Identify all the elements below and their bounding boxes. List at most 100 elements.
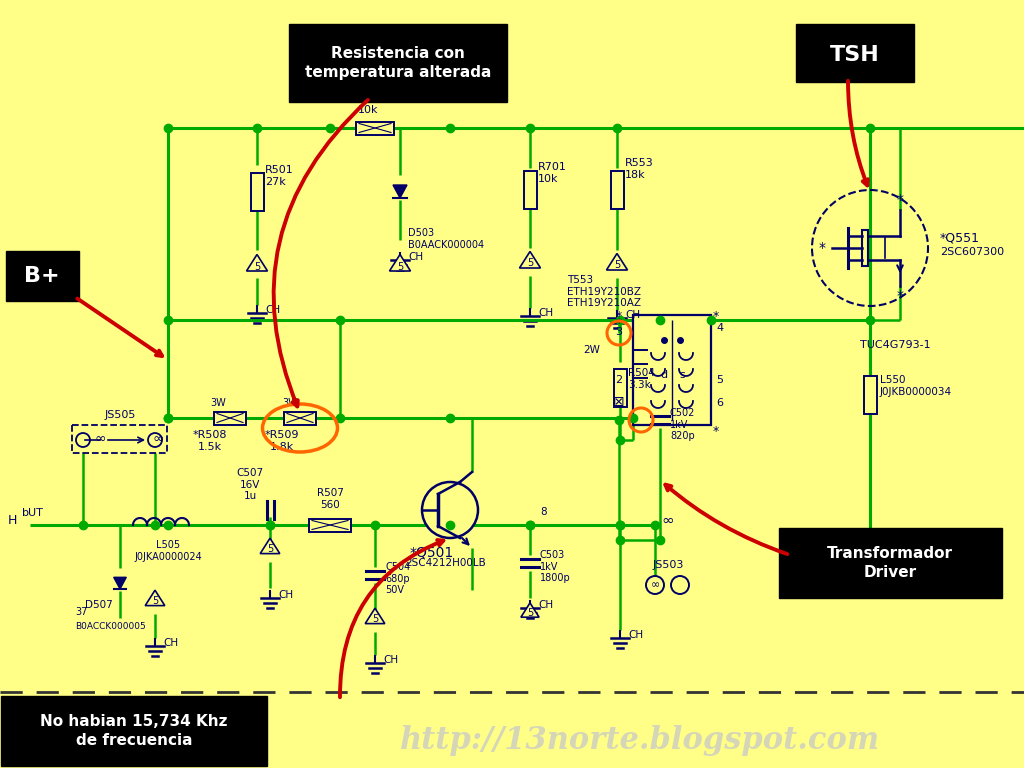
Text: JS505: JS505: [104, 410, 136, 420]
Text: 37: 37: [75, 607, 87, 617]
Text: 3: 3: [615, 327, 623, 337]
Text: *: *: [896, 193, 903, 207]
Text: 2: 2: [615, 375, 623, 385]
Circle shape: [671, 576, 689, 594]
Text: R553
18k: R553 18k: [625, 158, 653, 180]
Text: TUC4G793-1: TUC4G793-1: [860, 340, 931, 350]
Text: C507
16V
1u: C507 16V 1u: [237, 468, 263, 502]
Text: ∞: ∞: [94, 432, 105, 446]
Text: T553
ETH19Y210BZ
ETH19Y210AZ: T553 ETH19Y210BZ ETH19Y210AZ: [567, 275, 641, 308]
Text: CH: CH: [538, 308, 553, 318]
FancyBboxPatch shape: [289, 24, 507, 102]
Text: L550
J0JKB0000034: L550 J0JKB0000034: [880, 375, 952, 396]
Polygon shape: [247, 254, 267, 271]
Text: 5: 5: [527, 608, 534, 618]
Bar: [523, 171, 537, 209]
Text: *: *: [818, 241, 825, 255]
Bar: [251, 173, 263, 211]
Text: CH: CH: [265, 305, 281, 315]
Bar: [633, 315, 711, 425]
Circle shape: [148, 433, 162, 447]
Text: 5: 5: [527, 259, 534, 269]
Text: Transformador
Driver: Transformador Driver: [827, 545, 953, 581]
Text: TSH: TSH: [830, 45, 880, 65]
Text: 5: 5: [397, 261, 403, 272]
FancyBboxPatch shape: [6, 251, 79, 301]
Text: http://13norte.blogspot.com: http://13norte.blogspot.com: [400, 724, 880, 756]
Bar: [613, 369, 627, 407]
Bar: [356, 121, 394, 134]
Text: CH: CH: [538, 600, 553, 610]
Text: *: *: [713, 310, 719, 323]
Text: H: H: [8, 514, 17, 527]
Text: 2SC4212H00LB: 2SC4212H00LB: [406, 558, 485, 568]
Circle shape: [76, 433, 90, 447]
Text: CH: CH: [278, 590, 293, 600]
Text: d: d: [660, 370, 668, 380]
Text: 4: 4: [716, 323, 723, 333]
Text: UT: UT: [28, 508, 43, 518]
Text: b: b: [22, 508, 29, 518]
Text: CH: CH: [628, 630, 643, 640]
Text: B+: B+: [25, 266, 59, 286]
Text: ∞: ∞: [650, 580, 659, 590]
Polygon shape: [114, 578, 126, 589]
Text: 2SC607300: 2SC607300: [940, 247, 1005, 257]
Bar: [863, 376, 877, 414]
Text: Resistencia con
temperatura alterada: Resistencia con temperatura alterada: [305, 45, 492, 81]
Text: C502
1kV
820p: C502 1kV 820p: [670, 408, 695, 441]
Text: C504
680p
50V: C504 680p 50V: [385, 562, 411, 595]
Bar: [862, 230, 868, 266]
Polygon shape: [606, 253, 628, 270]
Text: *: *: [896, 289, 903, 303]
Text: D507: D507: [85, 600, 113, 610]
Polygon shape: [393, 185, 407, 198]
Text: *: *: [713, 425, 719, 438]
Text: 5: 5: [254, 261, 260, 272]
Text: s: s: [679, 370, 685, 380]
Text: *: *: [615, 310, 623, 323]
Text: CH: CH: [625, 310, 640, 320]
Text: 2W: 2W: [583, 345, 600, 355]
Text: JS503: JS503: [652, 560, 684, 570]
Text: D503
B0AACK000004: D503 B0AACK000004: [408, 228, 484, 250]
Text: *: *: [615, 317, 623, 330]
Text: 5: 5: [372, 614, 378, 624]
Text: 3W: 3W: [210, 398, 226, 408]
Text: R504
3.3k: R504 3.3k: [628, 368, 655, 389]
Text: CH: CH: [408, 252, 423, 262]
Bar: [72, 425, 167, 453]
Text: 5: 5: [152, 597, 158, 607]
FancyBboxPatch shape: [1, 696, 267, 766]
FancyBboxPatch shape: [779, 528, 1002, 598]
Text: R507
560: R507 560: [316, 488, 343, 510]
Text: 6: 6: [716, 398, 723, 408]
Circle shape: [422, 482, 478, 538]
FancyBboxPatch shape: [796, 24, 914, 82]
Text: C503
1kV
1800p: C503 1kV 1800p: [540, 550, 570, 583]
Text: 5: 5: [267, 545, 273, 554]
Text: CH: CH: [163, 638, 178, 648]
Bar: [610, 171, 624, 209]
Polygon shape: [145, 590, 165, 606]
Text: R501
27k: R501 27k: [265, 165, 294, 187]
Text: B0ACCK000005: B0ACCK000005: [75, 622, 145, 631]
Text: 8: 8: [540, 507, 547, 517]
Circle shape: [646, 576, 664, 594]
Text: CH: CH: [383, 655, 398, 665]
Polygon shape: [260, 538, 280, 554]
Text: No habian 15,734 Khz
de frecuencia: No habian 15,734 Khz de frecuencia: [40, 713, 227, 748]
Text: ∞: ∞: [153, 432, 164, 446]
Text: *Q551: *Q551: [940, 231, 980, 244]
Text: 5: 5: [613, 260, 621, 270]
Bar: [284, 412, 316, 425]
Polygon shape: [389, 254, 411, 271]
Text: ∞: ∞: [662, 512, 675, 528]
Text: L505
J0JKA0000024: L505 J0JKA0000024: [134, 540, 202, 561]
Text: *R508
1.5k: *R508 1.5k: [193, 430, 227, 452]
Text: 5: 5: [716, 375, 723, 385]
Polygon shape: [519, 251, 541, 268]
Bar: [214, 412, 246, 425]
Polygon shape: [366, 608, 385, 624]
Text: ⊠: ⊠: [613, 395, 625, 409]
